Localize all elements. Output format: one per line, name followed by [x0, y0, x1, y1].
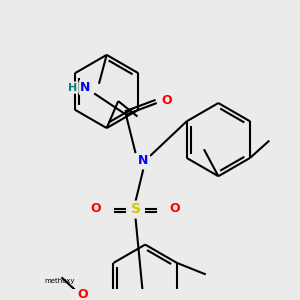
Text: N: N — [138, 154, 148, 167]
Text: methoxy: methoxy — [44, 278, 75, 284]
Text: S: S — [130, 202, 141, 216]
Text: O: O — [91, 202, 101, 215]
Text: H: H — [68, 82, 78, 93]
Text: O: O — [161, 94, 172, 106]
Text: O: O — [77, 288, 88, 300]
Text: O: O — [170, 202, 180, 215]
Text: N: N — [80, 81, 91, 94]
